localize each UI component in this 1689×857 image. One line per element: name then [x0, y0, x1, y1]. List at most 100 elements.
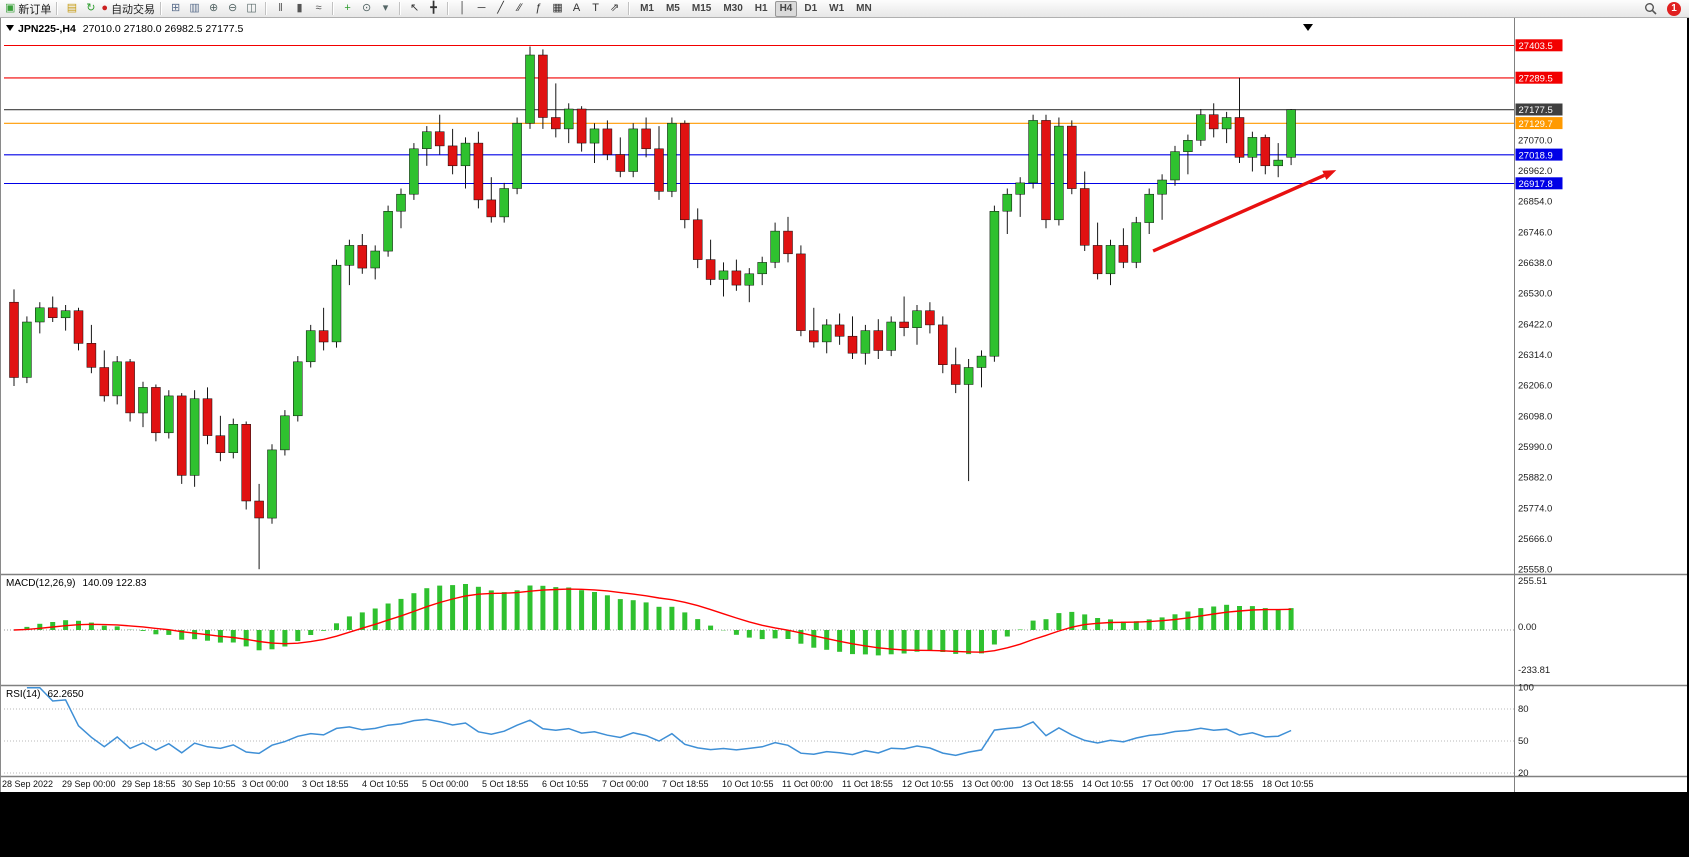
symbol-dropdown-icon[interactable]	[6, 25, 14, 35]
arrows-icon[interactable]: ⇗	[606, 1, 623, 16]
desktop-background	[0, 792, 1689, 857]
date-label: 11 Oct 18:55	[842, 779, 893, 789]
rsi-value: 62.2650	[47, 689, 84, 700]
fibonacci-icon[interactable]: ƒ	[530, 1, 547, 16]
trendline-icon: ╱	[497, 2, 504, 14]
date-label: 28 Sep 2022	[2, 779, 54, 789]
time-axis: 28 Sep 2022 29 Sep 00:00 29 Sep 18:55 30 Se…	[0, 779, 1689, 792]
new-chart-icon[interactable]: ⊞	[167, 1, 184, 16]
timeframe-m1[interactable]: M1	[640, 2, 654, 14]
date-label: 10 Oct 10:55	[722, 779, 774, 789]
periods-icon[interactable]: ⊙	[358, 1, 375, 16]
notification-badge[interactable]: 1	[1667, 1, 1681, 16]
text-icon[interactable]: A	[568, 1, 585, 16]
tile-windows-icon[interactable]: ◫	[243, 1, 260, 16]
date-label: 5 Oct 18:55	[482, 779, 529, 789]
templates-icon[interactable]: ▾	[377, 1, 394, 16]
zoom-out-icon: ⊖	[227, 2, 238, 14]
main-toolbar: ▣ 新订单 ▤ ↻ ● 自动交易 ⊞ ▥ ⊕ ⊖ ◫ ‖ ▮ ≈ + ⊙ ▾ ↖ ╋ │ ─ ╱ ∕∕ ƒ ▦ A T ⇗ M1 M5 M1…	[0, 0, 1689, 18]
horizontal-line-icon[interactable]: ─	[473, 1, 490, 16]
zoom-out-icon[interactable]: ⊖	[224, 1, 241, 16]
timeframe-m30[interactable]: M30	[723, 2, 743, 14]
cursor-icon[interactable]: ↖	[406, 1, 423, 16]
macd-label: MACD(12,26,9) 140.09 122.83	[6, 578, 146, 589]
refresh-icon[interactable]: ↻	[82, 1, 99, 16]
crosshair-icon: ╋	[430, 2, 437, 14]
autotrade-button[interactable]: ● 自动交易	[101, 1, 155, 16]
date-label: 17 Oct 00:00	[1142, 779, 1194, 789]
date-label: 29 Sep 00:00	[62, 779, 116, 789]
date-label: 5 Oct 00:00	[422, 779, 469, 789]
new-chart-icon: ⊞	[170, 2, 181, 14]
symbol-period-label: JPN225-,H4	[18, 23, 76, 35]
new-order-icon: ▣	[5, 2, 16, 14]
macd-name: MACD(12,26,9)	[6, 578, 76, 589]
timeframe-d1[interactable]: D1	[804, 2, 818, 14]
refresh-icon: ↻	[86, 2, 96, 14]
timeframe-m15[interactable]: M15	[691, 2, 712, 14]
horizontal-line-icon: ─	[477, 2, 486, 14]
timeframe-h1[interactable]: H1	[754, 2, 768, 14]
ohlc-bars-icon: ‖	[278, 2, 283, 14]
timeframe-mn[interactable]: MN	[856, 2, 872, 14]
add-indicator-icon[interactable]: +	[339, 1, 356, 16]
toolbar-separator	[56, 2, 59, 15]
line-chart-icon: ≈	[315, 2, 322, 14]
toolbar-separator	[332, 2, 335, 15]
timeframe-w1[interactable]: W1	[829, 2, 845, 14]
crosshair-icon[interactable]: ╋	[425, 1, 442, 16]
new-order-button[interactable]: ▣ 新订单	[5, 1, 51, 16]
toolbar-separator	[399, 2, 402, 15]
autotrade-button-label: 自动交易	[111, 3, 156, 16]
date-label: 17 Oct 18:55	[1202, 779, 1254, 789]
channel-icon: ∕∕	[517, 2, 522, 14]
date-label: 30 Sep 10:55	[182, 779, 236, 789]
text-label-icon[interactable]: T	[587, 1, 604, 16]
candlestick-icon[interactable]: ▮	[291, 1, 308, 16]
grid-icon: ▦	[552, 2, 563, 14]
cursor-icon: ↖	[409, 2, 420, 14]
history-icon: ▤	[66, 2, 78, 14]
toolbar-separator	[447, 2, 450, 15]
zoom-in-icon[interactable]: ⊕	[205, 1, 222, 16]
vertical-line-icon[interactable]: │	[454, 1, 471, 16]
date-label: 3 Oct 00:00	[242, 779, 289, 789]
new-order-button-label: 新订单	[18, 3, 52, 16]
history-icon[interactable]: ▤	[63, 1, 80, 16]
date-label: 12 Oct 10:55	[902, 779, 954, 789]
date-label: 29 Sep 18:55	[122, 779, 176, 789]
date-label: 7 Oct 00:00	[602, 779, 649, 789]
timeframe-m5[interactable]: M5	[665, 2, 680, 14]
profiles-icon: ▥	[189, 2, 200, 14]
ohlc-values: 27010.0 27180.0 26982.5 27177.5	[82, 23, 244, 35]
grid-icon[interactable]: ▦	[549, 1, 566, 16]
chart-window[interactable]	[0, 18, 1687, 792]
add-indicator-icon: +	[344, 2, 351, 14]
arrows-icon: ⇗	[609, 2, 620, 14]
rsi-name: RSI(14)	[6, 689, 41, 700]
periods-icon: ⊙	[361, 2, 372, 14]
channel-icon[interactable]: ∕∕	[511, 1, 528, 16]
date-label: 13 Oct 18:55	[1022, 779, 1074, 789]
fibonacci-icon: ƒ	[535, 2, 542, 14]
line-chart-icon[interactable]: ≈	[310, 1, 327, 16]
macd-values: 140.09 122.83	[82, 578, 147, 589]
ohlc-bars-icon[interactable]: ‖	[272, 1, 289, 16]
date-label: 14 Oct 10:55	[1082, 779, 1134, 789]
toolbar-separator	[160, 2, 163, 15]
tile-windows-icon: ◫	[246, 2, 257, 14]
date-label: 18 Oct 10:55	[1262, 779, 1314, 789]
autotrade-icon: ●	[101, 2, 109, 14]
chart-menu-icon[interactable]	[1303, 24, 1313, 36]
date-label: 6 Oct 10:55	[542, 779, 589, 789]
profiles-icon[interactable]: ▥	[186, 1, 203, 16]
date-label: 7 Oct 18:55	[662, 779, 709, 789]
search-icon[interactable]	[1642, 1, 1659, 16]
toolbar-separator	[265, 2, 268, 15]
trendline-icon[interactable]: ╱	[492, 1, 509, 16]
date-label: 3 Oct 18:55	[302, 779, 349, 789]
rsi-label: RSI(14) 62.2650	[6, 689, 84, 700]
timeframe-h4[interactable]: H4	[774, 0, 798, 17]
chart-title: JPN225-,H4 27010.0 27180.0 26982.5 27177.…	[6, 22, 243, 35]
vertical-line-icon: │	[459, 2, 466, 14]
